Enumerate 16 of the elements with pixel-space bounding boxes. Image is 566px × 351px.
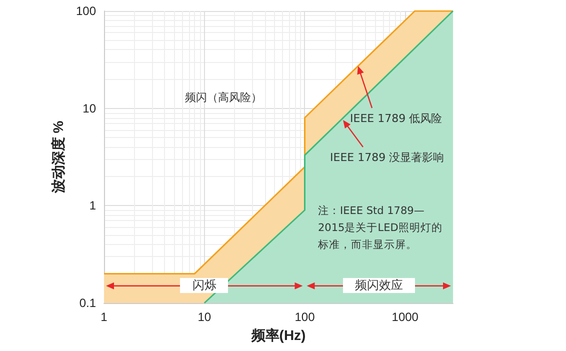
y-tick-label: 10 [82, 101, 96, 116]
annotation: 注：IEEE Std 1789—2015是关于LED照明灯的标准，而非显示屏。 [318, 204, 444, 253]
y-tick-label: 100 [76, 4, 96, 18]
annotation: IEEE 1789 没显著影响 [330, 150, 444, 165]
x-tick-label: 10 [198, 310, 212, 324]
x-tick-label: 1000 [392, 310, 419, 324]
annotation: 闪烁 [180, 278, 228, 294]
y-tick-label: 0.1 [79, 296, 96, 310]
x-tick-label: 100 [294, 310, 316, 324]
y-axis-title: 波动深度 % [50, 120, 66, 194]
annotation: 频闪（高风险） [185, 90, 262, 105]
annotation: IEEE 1789 低风险 [350, 111, 442, 126]
y-tick-label: 1 [89, 198, 96, 213]
x-tick-label: 1 [100, 310, 108, 324]
annotation: 频闪效应 [342, 278, 415, 294]
x-axis-title: 频率(Hz) [250, 326, 306, 343]
